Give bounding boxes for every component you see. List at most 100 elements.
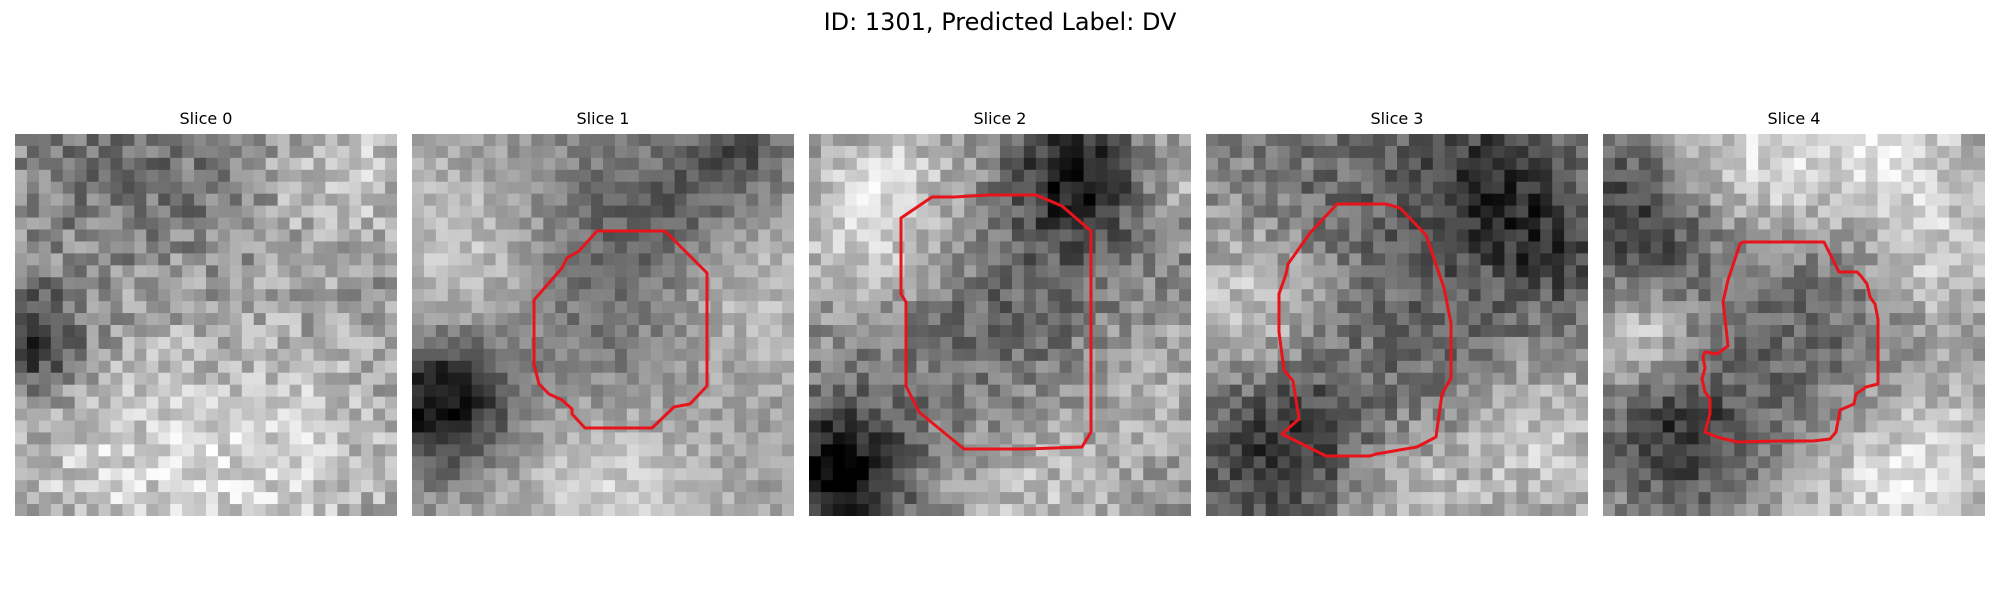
pixel xyxy=(217,348,231,362)
pixel xyxy=(1650,336,1664,350)
pixel xyxy=(1408,384,1422,398)
pixel xyxy=(1385,289,1398,302)
pixel xyxy=(940,205,953,218)
pixel xyxy=(976,504,989,516)
pixel xyxy=(746,456,759,469)
pixel xyxy=(1516,372,1529,386)
pixel xyxy=(50,217,64,230)
pixel xyxy=(1650,229,1664,242)
pixel xyxy=(1973,134,1985,147)
pixel xyxy=(1805,253,1819,266)
pixel xyxy=(361,301,374,314)
pixel xyxy=(1794,229,1807,242)
pixel xyxy=(1492,396,1505,409)
pixel xyxy=(928,360,941,374)
pixel xyxy=(98,444,111,457)
pixel xyxy=(809,241,822,254)
pixel xyxy=(880,277,893,290)
pixel xyxy=(746,492,759,505)
pixel xyxy=(1035,396,1049,409)
pixel xyxy=(301,384,314,398)
pixel xyxy=(868,444,882,457)
pixel xyxy=(1107,217,1120,230)
pixel xyxy=(1397,217,1410,230)
panel-slice-1: Slice 1 xyxy=(412,108,794,518)
pixel xyxy=(1805,384,1819,398)
pixel xyxy=(952,289,965,302)
pixel xyxy=(1313,348,1326,362)
pixel xyxy=(770,325,783,338)
pixel xyxy=(734,325,747,338)
pixel xyxy=(134,325,147,338)
pixel xyxy=(1444,504,1458,516)
pixel xyxy=(459,145,473,159)
pixel xyxy=(229,325,243,338)
pixel xyxy=(916,181,929,195)
pixel xyxy=(1456,372,1470,386)
pixel xyxy=(1758,229,1771,242)
pixel xyxy=(1241,432,1255,445)
pixel xyxy=(710,169,723,183)
pixel xyxy=(952,217,965,230)
pixel xyxy=(698,313,711,326)
pixel xyxy=(1179,313,1191,326)
pixel xyxy=(820,372,834,386)
pixel xyxy=(1217,325,1231,338)
pixel xyxy=(626,193,640,207)
pixel xyxy=(770,217,783,230)
pixel xyxy=(337,420,350,433)
pixel xyxy=(746,253,759,266)
pixel xyxy=(614,169,628,183)
pixel xyxy=(349,229,362,242)
pixel xyxy=(1686,169,1699,183)
pixel xyxy=(423,277,437,290)
pixel xyxy=(1265,420,1279,433)
pixel xyxy=(1973,193,1985,207)
pixel xyxy=(459,336,473,350)
pixel xyxy=(650,134,664,147)
pixel xyxy=(86,396,99,409)
pixel xyxy=(1337,336,1350,350)
pixel xyxy=(892,420,905,433)
pixel xyxy=(241,241,255,254)
pixel xyxy=(1456,145,1470,159)
pixel xyxy=(809,301,822,314)
pixel xyxy=(1241,456,1255,469)
pixel xyxy=(1770,289,1783,302)
pixel xyxy=(1301,193,1314,207)
pixel xyxy=(1325,372,1338,386)
pixel xyxy=(253,253,267,266)
pixel xyxy=(1552,181,1565,195)
pixel xyxy=(868,420,882,433)
pixel xyxy=(134,348,147,362)
pixel xyxy=(710,301,723,314)
pixel xyxy=(531,145,544,159)
pixel xyxy=(579,277,592,290)
pixel xyxy=(217,277,231,290)
pixel xyxy=(1325,289,1338,302)
pixel xyxy=(1155,396,1168,409)
pixel xyxy=(349,253,362,266)
pixel xyxy=(1504,432,1517,445)
pixel xyxy=(1468,396,1481,409)
pixel xyxy=(1889,325,1902,338)
pixel xyxy=(1095,157,1108,171)
pixel xyxy=(423,229,437,242)
pixel xyxy=(98,348,111,362)
pixel xyxy=(710,134,723,147)
pixel xyxy=(1206,456,1219,469)
pixel xyxy=(1432,480,1446,493)
pixel xyxy=(337,372,350,386)
pixel xyxy=(809,336,822,350)
pixel xyxy=(856,241,870,254)
pixel xyxy=(423,145,437,159)
pixel xyxy=(1805,313,1819,326)
pixel xyxy=(1710,396,1723,409)
pixel xyxy=(277,432,290,445)
pixel xyxy=(892,241,905,254)
pixel xyxy=(892,468,905,481)
pixel xyxy=(1349,181,1362,195)
pixel xyxy=(349,396,362,409)
pixel xyxy=(1925,325,1938,338)
pixel xyxy=(1301,277,1314,290)
